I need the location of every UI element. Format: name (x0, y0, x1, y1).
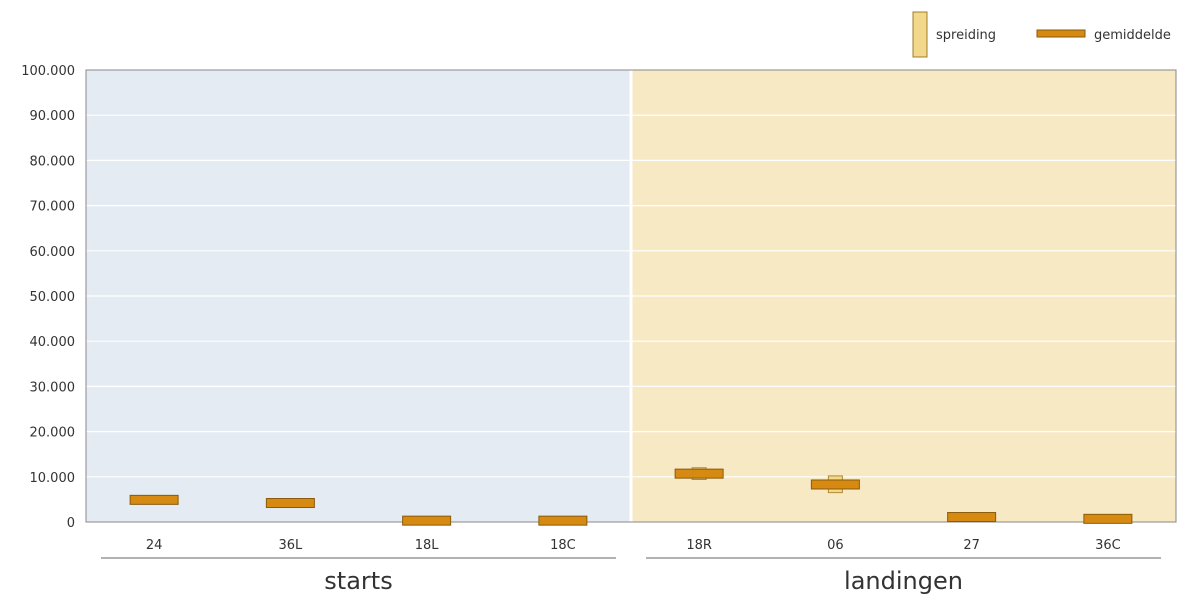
x-tick-label-24: 24 (146, 538, 163, 553)
y-tick-label: 90.000 (30, 109, 76, 124)
y-tick-label: 0 (67, 516, 75, 531)
mean-bar-36C (1083, 513, 1133, 524)
y-tick-label: 10.000 (30, 471, 76, 486)
group-label-landingen: landingen (844, 567, 963, 595)
legend-mean-label: gemiddelde (1094, 28, 1171, 43)
legend-mean-swatch (1036, 29, 1086, 38)
legend-spread-swatch (912, 11, 928, 58)
y-tick-label: 60.000 (30, 245, 76, 260)
x-tick-label-27: 27 (963, 538, 980, 553)
y-tick-label: 100.000 (21, 64, 75, 79)
mean-bar-24 (129, 494, 179, 505)
plot-frame (85, 69, 1177, 523)
x-tick-label-06: 06 (827, 538, 844, 553)
legend-spread-label: spreiding (936, 28, 996, 43)
mean-bar-27 (947, 512, 997, 523)
mean-bar-18L (402, 515, 452, 526)
y-tick-label: 20.000 (30, 426, 76, 441)
legend: spreiding gemiddelde (912, 11, 1171, 58)
x-tick-label-18C: 18C (550, 538, 576, 553)
y-tick-label: 40.000 (30, 335, 76, 350)
y-tick-label: 50.000 (30, 290, 76, 305)
mean-bar-18R (674, 468, 724, 479)
x-tick-label-18R: 18R (686, 538, 712, 553)
x-tick-label-18L: 18L (415, 538, 440, 553)
group-label-starts: starts (324, 567, 392, 595)
x-tick-label-36L: 36L (278, 538, 303, 553)
y-tick-label: 30.000 (30, 380, 76, 395)
x-tick-label-36C: 36C (1095, 538, 1121, 553)
y-tick-label: 70.000 (30, 200, 76, 215)
mean-bar-06 (810, 479, 860, 490)
y-tick-label: 80.000 (30, 154, 76, 169)
mean-bar-18C (538, 515, 588, 526)
mean-bar-36L (265, 498, 315, 509)
